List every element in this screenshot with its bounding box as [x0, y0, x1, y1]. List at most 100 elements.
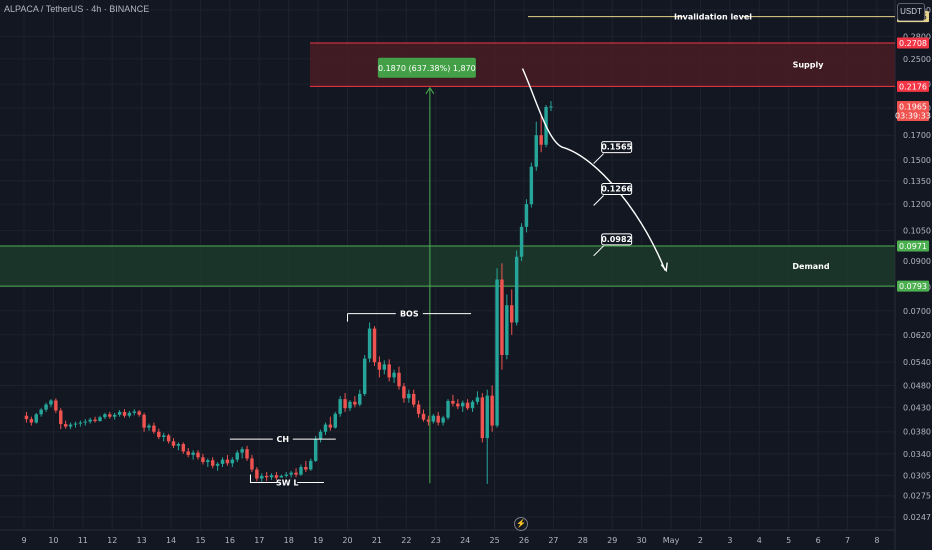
candle-body[interactable]	[49, 400, 53, 405]
candle-body[interactable]	[323, 424, 328, 432]
target-box[interactable]	[601, 183, 633, 196]
candle-body[interactable]	[377, 362, 382, 370]
candle-body[interactable]	[500, 279, 504, 355]
candle-body[interactable]	[186, 451, 190, 455]
candle-body[interactable]	[201, 457, 205, 463]
candle-body[interactable]	[147, 425, 151, 428]
candle-body[interactable]	[510, 305, 514, 323]
candle-body[interactable]	[367, 328, 372, 359]
candle-body[interactable]	[225, 459, 230, 464]
candle-body[interactable]	[392, 372, 396, 378]
candle-body[interactable]	[191, 452, 195, 455]
candle-body[interactable]	[112, 414, 117, 417]
currency-button[interactable]: USDT	[897, 3, 925, 21]
candle-body[interactable]	[446, 400, 450, 418]
candle-body[interactable]	[505, 305, 509, 355]
candle-body[interactable]	[461, 402, 465, 407]
candle-body[interactable]	[358, 393, 362, 405]
candle-body[interactable]	[382, 364, 387, 370]
candle-body[interactable]	[215, 463, 220, 466]
candle-body[interactable]	[245, 449, 249, 459]
candle-body[interactable]	[63, 424, 68, 427]
projection-path[interactable]	[521, 68, 666, 271]
candle-body[interactable]	[54, 400, 58, 411]
candle-body[interactable]	[274, 475, 279, 478]
candle-body[interactable]	[456, 403, 460, 407]
candle-body[interactable]	[44, 404, 48, 410]
candle-body[interactable]	[181, 444, 186, 452]
candle-body[interactable]	[98, 417, 102, 422]
candle-body[interactable]	[24, 415, 29, 420]
candle-body[interactable]	[348, 401, 352, 409]
candle-body[interactable]	[171, 441, 176, 446]
candle-body[interactable]	[426, 419, 431, 422]
target-box[interactable]	[601, 233, 633, 246]
candle-body[interactable]	[534, 135, 538, 167]
candle-body[interactable]	[490, 395, 494, 426]
candle-body[interactable]	[519, 226, 524, 257]
candle-body[interactable]	[34, 414, 38, 423]
candle-body[interactable]	[304, 466, 308, 470]
candle-body[interactable]	[279, 475, 284, 478]
candle-body[interactable]	[78, 422, 83, 424]
candle-body[interactable]	[451, 400, 455, 404]
candle-body[interactable]	[103, 414, 107, 418]
candle-body[interactable]	[431, 415, 436, 422]
candle-body[interactable]	[524, 204, 529, 227]
candle-body[interactable]	[132, 411, 137, 413]
candle-body[interactable]	[235, 452, 239, 460]
candle-body[interactable]	[313, 439, 318, 461]
candle-body[interactable]	[480, 397, 485, 439]
candle-body[interactable]	[142, 414, 146, 428]
candle-body[interactable]	[529, 166, 534, 205]
candle-body[interactable]	[157, 431, 161, 438]
candle-body[interactable]	[318, 431, 323, 440]
candle-body[interactable]	[309, 460, 313, 470]
candle-body[interactable]	[29, 419, 34, 423]
lightning-icon[interactable]: ⚡	[514, 517, 528, 531]
candle-body[interactable]	[299, 466, 303, 475]
candle-body[interactable]	[166, 435, 171, 442]
candle-body[interactable]	[39, 409, 43, 415]
candle-body[interactable]	[397, 372, 401, 387]
candle-body[interactable]	[549, 106, 553, 108]
candle-body[interactable]	[83, 421, 87, 423]
candle-body[interactable]	[353, 401, 357, 405]
candle-body[interactable]	[206, 460, 210, 463]
candle-body[interactable]	[93, 419, 97, 422]
candle-body[interactable]	[436, 415, 440, 423]
candle-body[interactable]	[122, 411, 127, 416]
candle-body[interactable]	[176, 444, 181, 446]
candle-body[interactable]	[161, 435, 166, 438]
candle-body[interactable]	[260, 475, 264, 479]
candle-body[interactable]	[338, 399, 342, 414]
candle-body[interactable]	[539, 135, 543, 145]
candle-body[interactable]	[88, 419, 92, 422]
candle-body[interactable]	[328, 424, 333, 428]
candle-body[interactable]	[465, 402, 470, 409]
candle-body[interactable]	[230, 459, 235, 464]
candle-body[interactable]	[294, 472, 298, 475]
demand-zone[interactable]	[0, 246, 895, 287]
candle-body[interactable]	[255, 469, 259, 479]
candle-body[interactable]	[108, 414, 112, 417]
candle-body[interactable]	[127, 412, 132, 416]
target-box[interactable]	[601, 141, 633, 154]
candle-body[interactable]	[333, 413, 337, 428]
candle-body[interactable]	[485, 395, 489, 439]
candle-body[interactable]	[68, 424, 73, 427]
candle-body[interactable]	[137, 411, 141, 415]
measure-label-box[interactable]	[377, 57, 476, 78]
candle-body[interactable]	[211, 460, 215, 466]
candle-body[interactable]	[421, 413, 426, 420]
candle-body[interactable]	[514, 256, 519, 323]
candle-body[interactable]	[220, 459, 225, 464]
candle-body[interactable]	[372, 328, 377, 363]
candle-body[interactable]	[475, 397, 480, 402]
candle-body[interactable]	[362, 358, 367, 394]
candle-body[interactable]	[387, 364, 391, 378]
candle-body[interactable]	[343, 399, 347, 409]
candle-body[interactable]	[73, 423, 78, 425]
candle-body[interactable]	[284, 474, 288, 476]
